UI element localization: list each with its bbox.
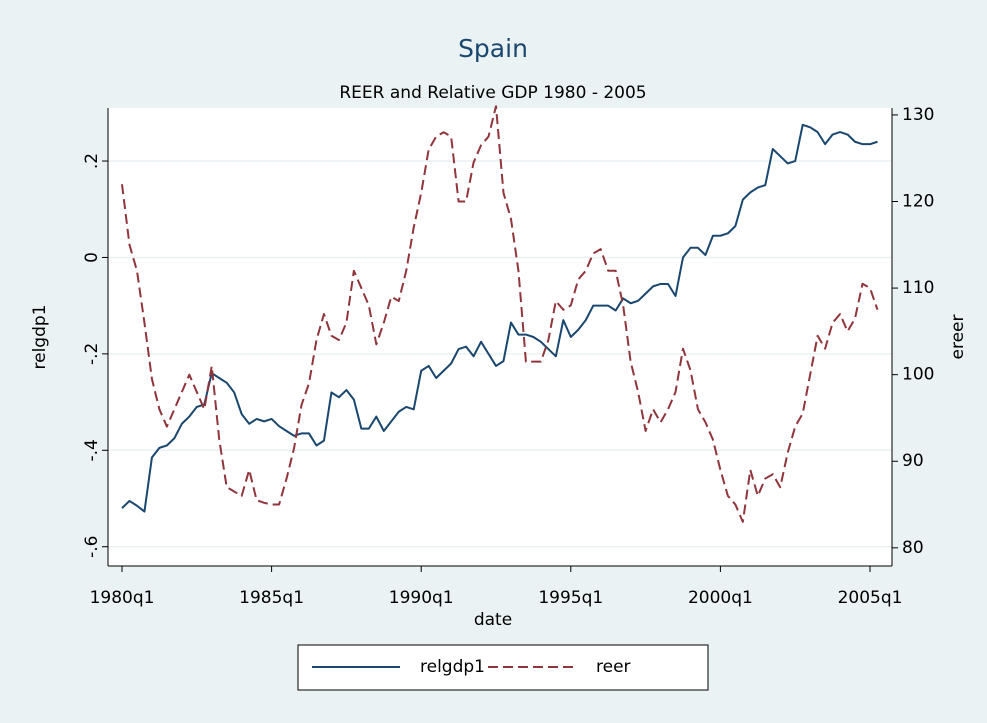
y2-axis-label: ereer bbox=[948, 314, 968, 359]
y2-tick-label: 80 bbox=[902, 538, 924, 558]
x-tick-label: 1990q1 bbox=[389, 588, 454, 608]
x-axis-label: date bbox=[474, 610, 512, 630]
y-tick-label: -.6 bbox=[82, 536, 102, 558]
y2-tick-label: 110 bbox=[902, 278, 934, 298]
x-tick-label: 1985q1 bbox=[239, 588, 304, 608]
plot-area bbox=[108, 108, 892, 566]
y-axis-label: relgdp1 bbox=[30, 305, 50, 370]
y-tick-label: -.2 bbox=[82, 343, 102, 365]
y2-tick-label: 90 bbox=[902, 451, 924, 471]
y-tick-label: 0 bbox=[82, 252, 102, 263]
chart-subtitle: REER and Relative GDP 1980 - 2005 bbox=[339, 83, 646, 103]
chart-title: Spain bbox=[458, 34, 528, 63]
series-line bbox=[121, 123, 878, 513]
x-tick-label: 2000q1 bbox=[688, 588, 753, 608]
x-tick-label: 2005q1 bbox=[838, 588, 903, 608]
y-tick-label: .2 bbox=[82, 153, 102, 169]
legend-label: reer bbox=[596, 657, 631, 677]
y2-tick-label: 120 bbox=[902, 192, 934, 212]
y-tick-label: -.4 bbox=[82, 439, 102, 461]
y2-tick-label: 100 bbox=[902, 365, 934, 385]
series-line bbox=[121, 105, 879, 523]
x-tick-label: 1995q1 bbox=[538, 588, 603, 608]
legend-label: relgdp1 bbox=[420, 657, 485, 677]
x-tick-label: 1980q1 bbox=[90, 588, 155, 608]
y2-tick-label: 130 bbox=[902, 105, 934, 125]
